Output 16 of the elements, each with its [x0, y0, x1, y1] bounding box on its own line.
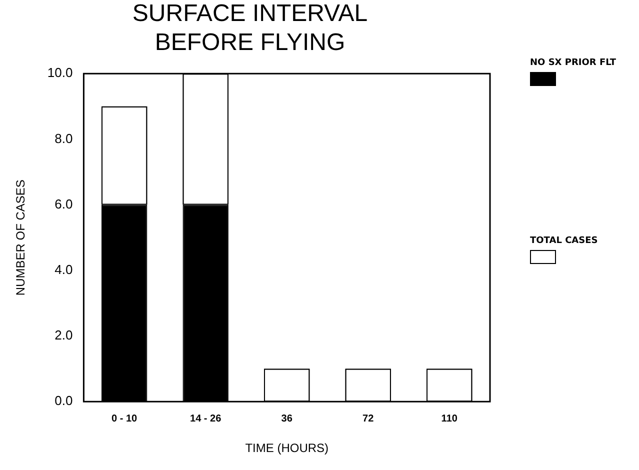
- text: TOTAL CASES: [530, 236, 599, 246]
- text: NO SX PRIOR FLT: [530, 58, 617, 68]
- x-tick-label: 14 - 26: [190, 413, 222, 424]
- y-tick-label: 4.0: [54, 262, 73, 277]
- x-tick-label: 36: [281, 413, 293, 424]
- x-axis-title: TIME (HOURS): [245, 441, 329, 456]
- y-tick-label: 2.0: [54, 328, 73, 343]
- y-tick-label: 0.0: [54, 393, 73, 408]
- y-tick-label: 10.0: [47, 65, 73, 80]
- chart-title: SURFACE INTERVAL BEFORE FLYING: [132, 0, 368, 56]
- x-tick-label: 0 - 10: [112, 413, 138, 424]
- x-tick-label: 110: [441, 413, 458, 424]
- x-tick-label: 72: [362, 413, 374, 424]
- y-axis-title: NUMBER OF CASES: [14, 180, 28, 296]
- y-tick-label: 8.0: [54, 130, 73, 146]
- y-tick-label: 6.0: [54, 196, 73, 212]
